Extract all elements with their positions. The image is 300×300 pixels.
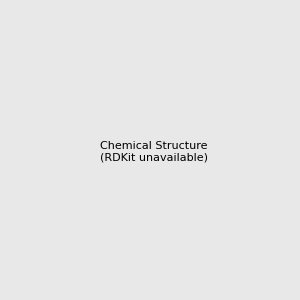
Text: Chemical Structure
(RDKit unavailable): Chemical Structure (RDKit unavailable) [100, 141, 208, 162]
